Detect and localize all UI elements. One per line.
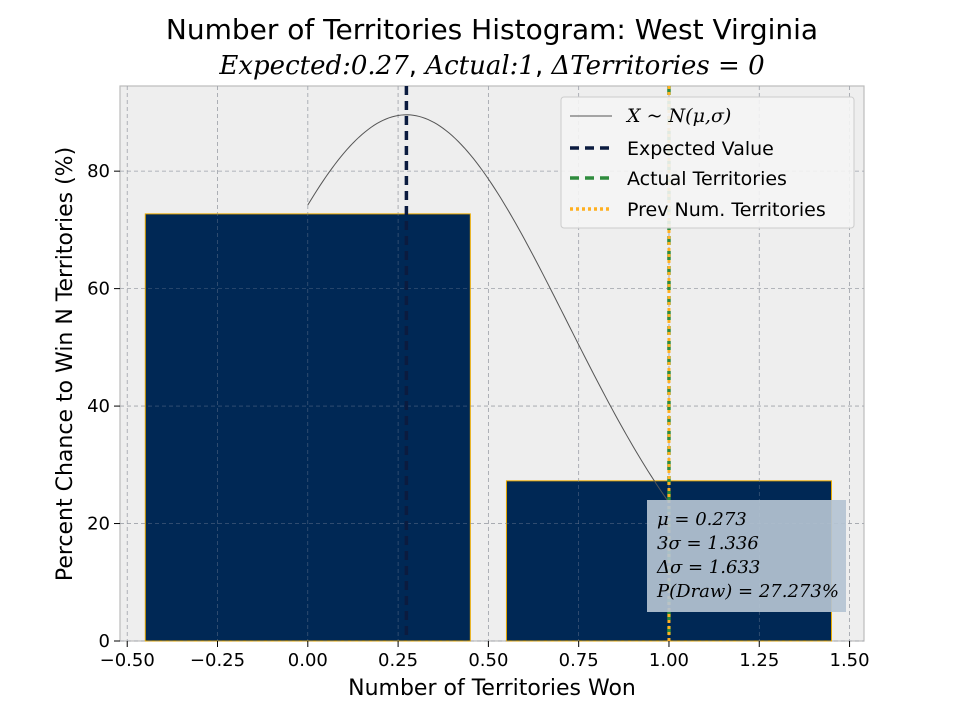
chart-subtitle: Expected:0.27, Actual:1, ΔTerritories = … (218, 51, 764, 81)
subtitle-actual-label: Actual (423, 51, 509, 81)
ticks: −0.50 −0.25 0.00 0.25 0.50 0.75 1.00 1.25 1.50 0 2… (87, 161, 869, 671)
subtitle-expected-value: 0.27 (351, 51, 409, 81)
y-tick-label: 40 (87, 396, 110, 417)
x-tick-label: 0.75 (559, 650, 599, 671)
stats-delta-sigma: Δσ = 1.633 (656, 557, 760, 578)
legend-label-curve: X ~ N(μ,σ) (625, 105, 731, 127)
normal-curve (307, 114, 670, 503)
stats-three-sigma: 3σ = 1.336 (657, 533, 759, 554)
x-tick-label: −0.50 (100, 650, 155, 671)
x-tick-label: −0.25 (190, 650, 245, 671)
subtitle-delta-value: 0 (748, 51, 765, 81)
legend: X ~ N(μ,σ) Expected Value Actual Territo… (560, 96, 855, 229)
x-tick-label: 1.00 (649, 650, 689, 671)
x-tick-label: 0.00 (288, 650, 328, 671)
y-tick-label: 0 (99, 631, 110, 652)
legend-label-prev: Prev Num. Territories (627, 199, 826, 221)
stats-box-bg (647, 500, 846, 612)
x-axis-label: Number of Territories Won (348, 676, 636, 701)
legend-label-actual: Actual Territories (627, 168, 787, 190)
x-tick-label: 0.50 (468, 650, 508, 671)
stats-mu: μ = 0.273 (657, 509, 747, 530)
subtitle-expected-label: Expected (218, 51, 342, 81)
y-tick-label: 60 (87, 279, 110, 300)
subtitle-actual-value: 1 (518, 51, 535, 81)
stats-box: μ = 0.273 3σ = 1.336 Δσ = 1.633 P(Draw) … (647, 500, 846, 612)
legend-label-expected: Expected Value (627, 138, 774, 160)
y-axis-label: Percent Chance to Win N Territories (%) (53, 147, 78, 581)
x-tick-label: 1.50 (830, 650, 870, 671)
x-tick-label: 0.25 (378, 650, 418, 671)
curve-layer (307, 114, 670, 503)
y-tick-label: 80 (87, 161, 110, 182)
x-tick-label: 1.25 (739, 650, 779, 671)
chart-title: Number of Territories Histogram: West Vi… (166, 13, 818, 46)
stats-p-draw: P(Draw) = 27.273% (656, 581, 839, 602)
legend-box (560, 96, 855, 229)
y-tick-label: 20 (87, 514, 110, 535)
subtitle-delta-label: ΔTerritories (551, 51, 710, 81)
